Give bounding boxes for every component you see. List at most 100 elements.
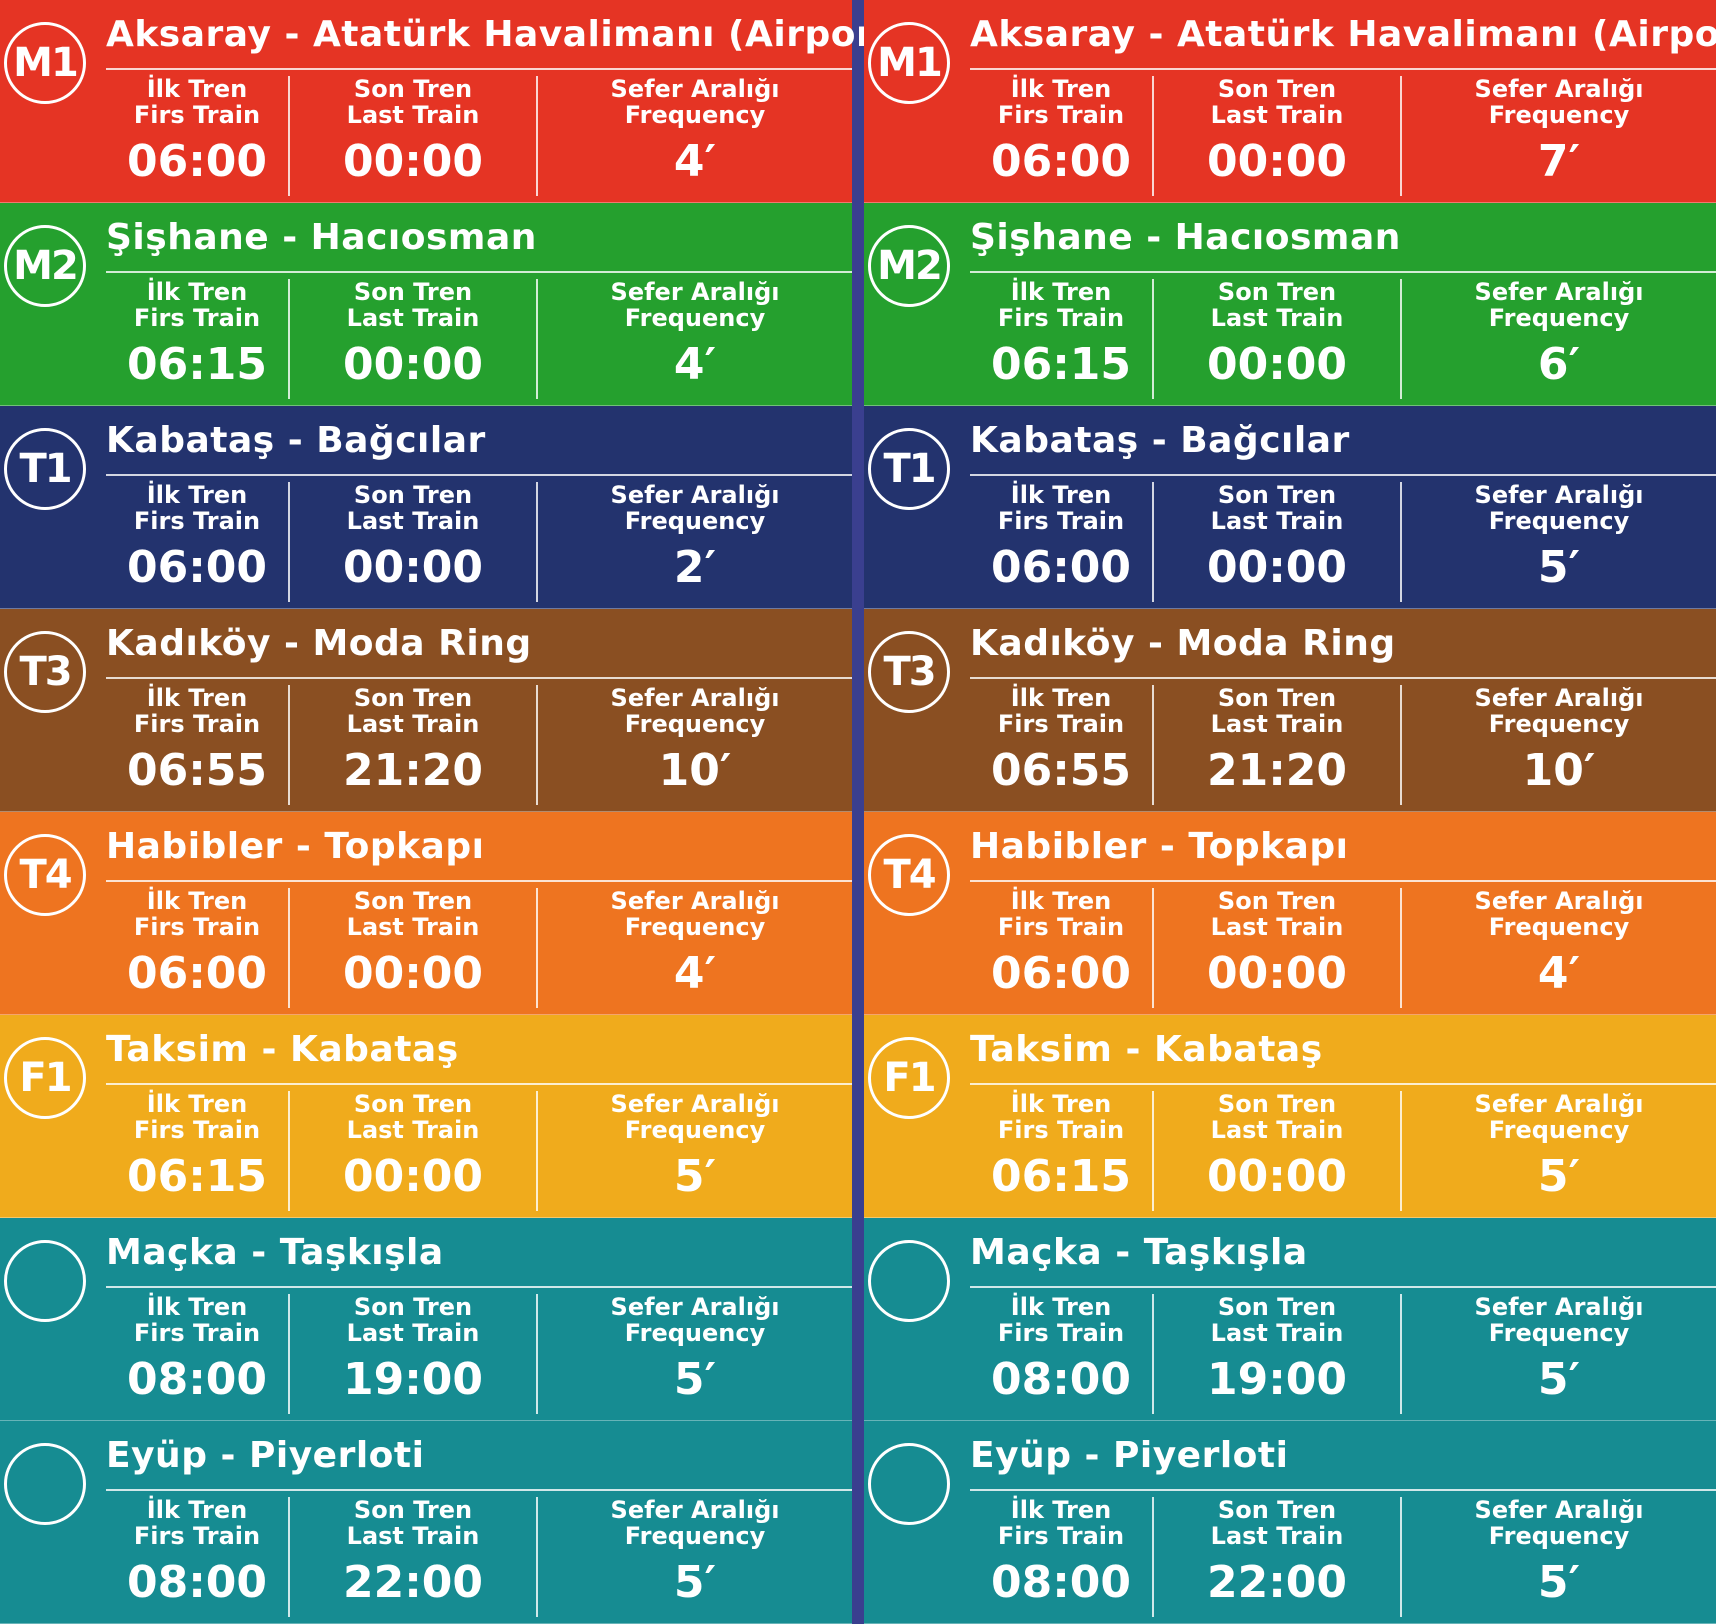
divider [106, 271, 852, 273]
frequency-value: 5′ [673, 1557, 717, 1608]
first-train-cell: İlk Tren Firs Train 06:00 [970, 76, 1152, 196]
line-card: T4 Habibler - Topkapı İlk Tren Firs Trai… [0, 812, 852, 1015]
line-code: F1 [883, 1055, 936, 1101]
line-code: T4 [883, 852, 936, 898]
line-card: T1 Kabataş - Bağcılar İlk Tren Firs Trai… [0, 406, 852, 609]
last-train-label-tr: Son Tren [1217, 1293, 1337, 1321]
timetable-column-left: M1 Aksaray - Atatürk Havalimanı (Airport… [0, 0, 908, 1624]
line-card: Eyüp - Piyerloti İlk Tren Firs Train 08:… [0, 1421, 852, 1624]
divider [106, 677, 852, 679]
frequency-value: 4′ [673, 136, 717, 187]
frequency-label-en: Frequency [1488, 1319, 1630, 1347]
frequency-cell: Sefer Aralığı Frequency 4′ [1400, 888, 1716, 1008]
frequency-label-en: Frequency [1488, 913, 1630, 941]
frequency-value: 5′ [1537, 542, 1581, 593]
last-train-label-en: Last Train [1210, 507, 1344, 535]
frequency-cell: Sefer Aralığı Frequency 2′ [536, 482, 852, 602]
frequency-value: 4′ [1537, 948, 1581, 999]
first-train-time: 06:00 [990, 542, 1132, 593]
first-train-label-tr: İlk Tren [1010, 1293, 1112, 1321]
first-train-label-en: Firs Train [997, 101, 1125, 129]
schedule-row: İlk Tren Firs Train 06:00 Son Tren Last … [970, 888, 1716, 1008]
schedule-row: İlk Tren Firs Train 06:15 Son Tren Last … [970, 279, 1716, 399]
first-train-label-en: Firs Train [133, 1522, 261, 1550]
line-card: T4 Habibler - Topkapı İlk Tren Firs Trai… [864, 812, 1716, 1015]
first-train-time: 06:00 [126, 136, 268, 187]
last-train-label-tr: Son Tren [353, 75, 473, 103]
last-train-time: 22:00 [342, 1557, 484, 1608]
line-name: Taksim - Kabataş [970, 1029, 1323, 1070]
first-train-time: 08:00 [126, 1354, 268, 1405]
first-train-time: 08:00 [990, 1354, 1132, 1405]
last-train-cell: Son Tren Last Train 22:00 [288, 1497, 536, 1617]
first-train-time: 06:00 [990, 136, 1132, 187]
first-train-cell: İlk Tren Firs Train 06:00 [970, 482, 1152, 602]
last-train-label-en: Last Train [346, 710, 480, 738]
line-name: Habibler - Topkapı [970, 826, 1349, 867]
line-badge: T4 [4, 834, 86, 916]
first-train-cell: İlk Tren Firs Train 06:00 [106, 76, 288, 196]
frequency-value: 4′ [673, 948, 717, 999]
frequency-label-en: Frequency [1488, 1522, 1630, 1550]
frequency-cell: Sefer Aralığı Frequency 10′ [536, 685, 852, 805]
line-name: Kadıköy - Moda Ring [970, 623, 1396, 664]
line-card: Maçka - Taşkışla İlk Tren Firs Train 08:… [864, 1218, 1716, 1421]
last-train-time: 00:00 [1206, 136, 1348, 187]
line-badge: F1 [4, 1037, 86, 1119]
first-train-time: 06:00 [126, 948, 268, 999]
frequency-label-tr: Sefer Aralığı [610, 1496, 780, 1524]
frequency-label-tr: Sefer Aralığı [1474, 481, 1644, 509]
frequency-value: 4′ [673, 339, 717, 390]
first-train-cell: İlk Tren Firs Train 06:15 [970, 1091, 1152, 1211]
last-train-label-tr: Son Tren [353, 887, 473, 915]
last-train-cell: Son Tren Last Train 00:00 [288, 482, 536, 602]
first-train-label-tr: İlk Tren [1010, 278, 1112, 306]
divider [970, 1286, 1716, 1288]
frequency-label-en: Frequency [624, 1116, 766, 1144]
first-train-label-en: Firs Train [997, 710, 1125, 738]
first-train-cell: İlk Tren Firs Train 06:00 [970, 888, 1152, 1008]
schedule-row: İlk Tren Firs Train 06:55 Son Tren Last … [970, 685, 1716, 805]
divider [970, 68, 1716, 70]
last-train-label-tr: Son Tren [1217, 75, 1337, 103]
first-train-cell: İlk Tren Firs Train 06:15 [106, 1091, 288, 1211]
frequency-value: 5′ [1537, 1354, 1581, 1405]
frequency-value: 6′ [1537, 339, 1581, 390]
line-code: T1 [19, 446, 72, 492]
frequency-label-en: Frequency [1488, 101, 1630, 129]
divider [970, 1083, 1716, 1085]
last-train-label-en: Last Train [346, 1319, 480, 1347]
line-code: M2 [13, 243, 79, 289]
last-train-label-tr: Son Tren [1217, 1090, 1337, 1118]
line-code: M1 [13, 40, 79, 86]
divider [970, 880, 1716, 882]
last-train-cell: Son Tren Last Train 00:00 [1152, 76, 1400, 196]
line-card: T1 Kabataş - Bağcılar İlk Tren Firs Trai… [864, 406, 1716, 609]
frequency-value: 5′ [1537, 1557, 1581, 1608]
schedule-row: İlk Tren Firs Train 06:00 Son Tren Last … [970, 76, 1716, 196]
frequency-value: 5′ [673, 1354, 717, 1405]
frequency-cell: Sefer Aralığı Frequency 5′ [1400, 482, 1716, 602]
line-badge [868, 1240, 950, 1322]
frequency-cell: Sefer Aralığı Frequency 4′ [536, 76, 852, 196]
first-train-label-tr: İlk Tren [1010, 75, 1112, 103]
line-badge: T1 [868, 428, 950, 510]
schedule-row: İlk Tren Firs Train 06:00 Son Tren Last … [970, 482, 1716, 602]
first-train-time: 06:55 [990, 745, 1132, 796]
first-train-label-en: Firs Train [997, 1522, 1125, 1550]
first-train-cell: İlk Tren Firs Train 08:00 [970, 1294, 1152, 1414]
frequency-label-en: Frequency [1488, 507, 1630, 535]
last-train-label-en: Last Train [346, 101, 480, 129]
line-card: M2 Şişhane - Hacıosman İlk Tren Firs Tra… [864, 203, 1716, 406]
last-train-cell: Son Tren Last Train 21:20 [1152, 685, 1400, 805]
frequency-cell: Sefer Aralığı Frequency 7′ [1400, 76, 1716, 196]
last-train-cell: Son Tren Last Train 00:00 [1152, 1091, 1400, 1211]
frequency-label-en: Frequency [624, 710, 766, 738]
first-train-label-en: Firs Train [997, 913, 1125, 941]
timetable-column-right: M1 Aksaray - Atatürk Havalimanı (Airport… [864, 0, 1716, 1624]
line-name: Taksim - Kabataş [106, 1029, 459, 1070]
line-badge: T1 [4, 428, 86, 510]
first-train-label-tr: İlk Tren [146, 1293, 248, 1321]
last-train-cell: Son Tren Last Train 00:00 [1152, 279, 1400, 399]
